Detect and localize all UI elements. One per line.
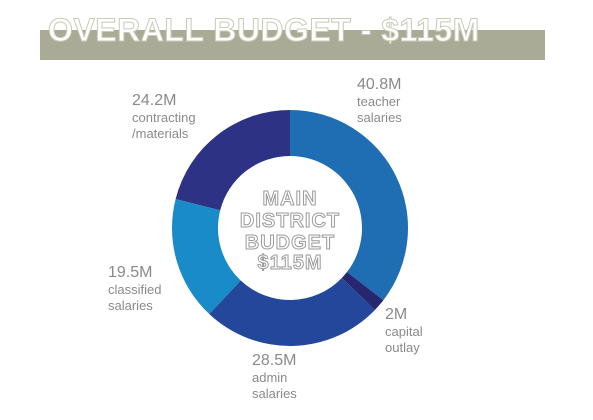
center-label: MAIN [262,188,317,210]
value-label: 19.5M [108,264,153,281]
center-label: DISTRICT [240,210,340,232]
donut-slice [171,198,241,315]
category-label: teacher salaries [357,94,402,125]
title-band [40,30,545,60]
center-label: $115M [257,252,322,274]
slice-label: 19.5M classified salaries [108,264,188,314]
slice-label: 40.8M teacher salaries [357,76,427,126]
slice-label: 2M capital outlay [385,306,445,356]
value-label: 40.8M [357,76,402,93]
category-label: contracting /materials [132,110,196,141]
slice-label: 24.2M contracting /materials [132,92,222,142]
chart-title: OVERALL BUDGET - $115M [48,12,480,49]
value-label: 28.5M [252,352,297,369]
donut-slice [341,272,384,310]
value-label: 24.2M [132,92,177,109]
donut-slice [175,110,290,211]
value-label: 2M [385,306,408,323]
center-label: BUDGET [245,232,335,254]
category-label: admin salaries [252,370,297,401]
category-label: capital outlay [385,324,423,355]
donut-slice [290,110,408,301]
category-label: classified salaries [108,282,162,313]
donut-slice [209,277,375,347]
slice-label: 28.5M admin salaries [252,352,322,402]
